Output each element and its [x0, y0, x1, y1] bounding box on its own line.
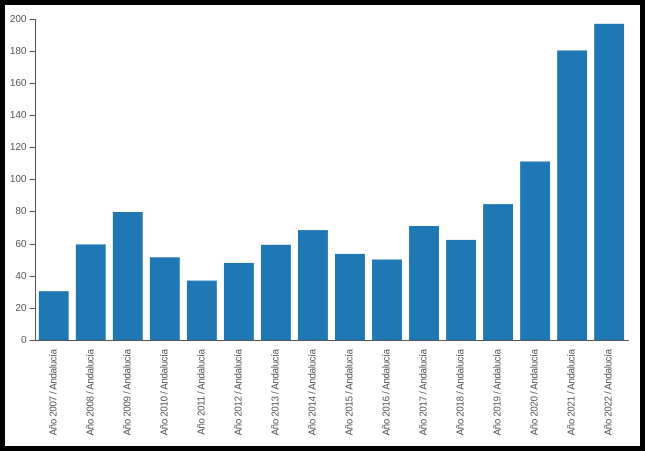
- svg-text:160: 160: [10, 78, 27, 89]
- svg-text:Año 2019 / Andalucía: Año 2019 / Andalucía: [493, 348, 504, 435]
- svg-text:Año 2009 / Andalucía: Año 2009 / Andalucía: [122, 348, 133, 435]
- svg-text:40: 40: [15, 271, 27, 282]
- svg-text:200: 200: [10, 14, 27, 25]
- svg-text:20: 20: [15, 303, 27, 314]
- svg-text:Año 2018 / Andalucía: Año 2018 / Andalucía: [456, 348, 467, 435]
- svg-text:Año 2007 / Andalucía: Año 2007 / Andalucía: [48, 348, 59, 435]
- svg-text:Año 2008 / Andalucía: Año 2008 / Andalucía: [85, 348, 96, 435]
- svg-text:60: 60: [15, 239, 27, 250]
- svg-text:Año 2017 / Andalucía: Año 2017 / Andalucía: [419, 348, 430, 435]
- svg-text:140: 140: [10, 110, 27, 121]
- svg-text:Año 2014 / Andalucía: Año 2014 / Andalucía: [307, 348, 318, 435]
- svg-text:80: 80: [15, 206, 27, 217]
- svg-text:120: 120: [10, 142, 27, 153]
- svg-text:Año 2021 / Andalucía: Año 2021 / Andalucía: [567, 348, 578, 435]
- svg-text:Año 2022 / Andalucía: Año 2022 / Andalucía: [604, 348, 615, 435]
- svg-text:Año 2011 / Andalucía: Año 2011 / Andalucía: [196, 348, 207, 434]
- svg-text:180: 180: [10, 46, 27, 57]
- svg-text:0: 0: [21, 335, 27, 346]
- svg-text:100: 100: [10, 174, 27, 185]
- svg-text:Año 2010 / Andalucía: Año 2010 / Andalucía: [159, 348, 170, 435]
- svg-text:Año 2013 / Andalucía: Año 2013 / Andalucía: [270, 348, 281, 435]
- svg-text:Año 2012 / Andalucía: Año 2012 / Andalucía: [233, 348, 244, 435]
- svg-text:Año 2015 / Andalucía: Año 2015 / Andalucía: [344, 348, 355, 435]
- svg-text:Año 2020 / Andalucía: Año 2020 / Andalucía: [530, 348, 541, 435]
- svg-text:Año 2016 / Andalucía: Año 2016 / Andalucía: [381, 348, 392, 435]
